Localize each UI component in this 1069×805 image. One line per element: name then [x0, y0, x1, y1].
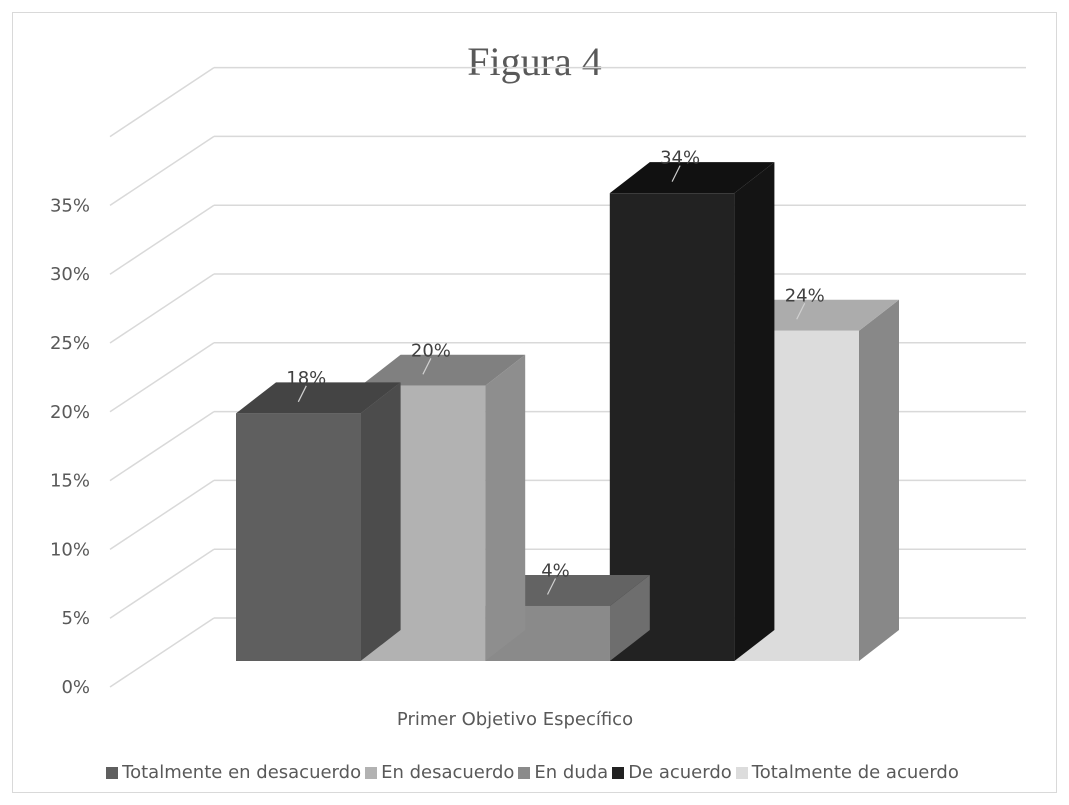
- y-tick-label: 15%: [50, 471, 90, 492]
- y-axis-tick-labels: 0% 5% 10% 15% 20% 25% 30% 35%: [50, 195, 90, 698]
- y-tick-label: 10%: [50, 539, 90, 560]
- bar-top-face: [236, 382, 401, 414]
- legend-item: Totalmente en desacuerdo: [106, 762, 361, 783]
- data-label-leader: [796, 302, 806, 320]
- bar-front-face: [236, 413, 361, 661]
- data-labels: 18% 20% 4% 34% 24%: [286, 148, 825, 595]
- legend-swatch: [106, 767, 119, 779]
- gridline-diagonal: [109, 479, 215, 551]
- gridline-diagonal: [109, 273, 215, 344]
- legend-label: De acuerdo: [628, 762, 732, 783]
- bar-top-face: [734, 299, 899, 331]
- legend-swatch: [612, 767, 625, 779]
- data-label: 24%: [785, 285, 825, 306]
- gridline-diagonal: [109, 617, 215, 688]
- bar-side-face: [734, 162, 775, 661]
- gridline-diagonal: [109, 548, 215, 619]
- legend: Totalmente en desacuerdo En desacuerdo En …: [0, 762, 1069, 783]
- category-label: Primer Objetivo Específico: [397, 709, 633, 730]
- data-label-leader: [422, 358, 432, 375]
- legend-item: De acuerdo: [612, 762, 732, 783]
- legend-item: Totalmente de acuerdo: [735, 762, 959, 783]
- gridline-diagonal: [109, 66, 215, 138]
- y-tick-label: 30%: [50, 264, 90, 285]
- bar-side-face: [485, 354, 526, 661]
- gridline-diagonal: [109, 342, 215, 413]
- legend-item: En desacuerdo: [365, 762, 514, 783]
- gridline-diagonal: [109, 204, 215, 275]
- bar-top-face: [609, 162, 775, 194]
- legend-swatch: [735, 767, 748, 779]
- legend-label: Totalmente en desacuerdo: [122, 762, 362, 783]
- bars: [236, 162, 899, 661]
- bar-top-face: [360, 354, 526, 386]
- bar-totalmente-en-desacuerdo: [236, 382, 401, 661]
- data-label-leader: [546, 578, 557, 595]
- legend-label: Totalmente de acuerdo: [751, 762, 959, 783]
- bar-de-acuerdo: [609, 162, 775, 661]
- bar-top-face: [485, 574, 650, 606]
- y-tick-label: 25%: [50, 333, 90, 354]
- legend-label: En desacuerdo: [381, 762, 515, 783]
- data-label: 20%: [411, 340, 451, 361]
- legend-label: En duda: [534, 762, 609, 783]
- data-label: 4%: [541, 560, 570, 581]
- data-label: 18%: [286, 368, 326, 389]
- data-label-leader: [297, 385, 307, 403]
- y-tick-label: 20%: [50, 402, 90, 423]
- data-label-leader: [671, 165, 681, 182]
- chart-title: Figura 4: [467, 39, 602, 84]
- gridline-diagonal: [109, 410, 215, 482]
- legend-swatch: [365, 767, 378, 779]
- y-tick-label: 5%: [61, 608, 90, 629]
- bar-side-face: [859, 299, 899, 661]
- legend-item: En duda: [518, 762, 608, 783]
- bar-side-face: [609, 574, 650, 661]
- bar-side-face: [360, 382, 401, 661]
- category-labels: Primer Objetivo Específico: [397, 709, 633, 730]
- data-label: 34%: [660, 148, 700, 169]
- y-tick-label: 0%: [61, 677, 90, 698]
- legend-swatch: [518, 767, 531, 779]
- gridline-diagonal: [109, 135, 215, 207]
- y-tick-label: 35%: [50, 195, 90, 216]
